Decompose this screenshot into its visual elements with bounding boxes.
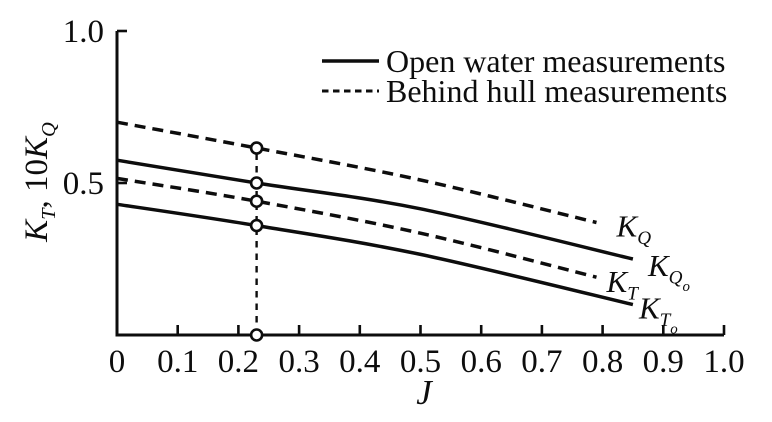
x-tick-label: 0.4 [339,344,380,380]
curve-KT-behind-hull [116,176,597,279]
marker-circle [249,194,264,209]
legend-label-solid: Open water measurements [386,43,725,79]
curve-KQ-open-water [116,158,634,261]
x-tick-label: 0.2 [218,344,259,380]
x-tick-label: 0.9 [643,344,684,380]
x-tick-label: 0.3 [278,344,319,380]
x-tick-label: 0.5 [400,344,441,380]
curve-label-KT-open-water: KTo [638,291,678,338]
marker-circle [249,328,264,342]
curve-label-KT-behind-hull: KT [606,264,640,304]
x-axis-label: J [416,373,433,412]
x-tick-label: 0.6 [461,344,502,380]
curve-KQ-behind-hull [116,120,597,225]
y-tick-label: 0.5 [63,166,104,202]
y-axis-label: KT, 10KQ [19,122,60,243]
x-tick-label: 0 [109,344,126,380]
marker-circle [249,141,264,155]
x-tick-label: 1.0 [703,344,744,380]
curve-label-KQ-open-water: KQo [647,248,690,295]
y-tick-label: 1.0 [63,14,104,50]
marker-circle [249,176,264,190]
marker-circle [249,218,264,233]
x-tick-label: 0.8 [582,344,623,380]
x-tick-label: 0.1 [157,344,198,380]
axes [115,31,724,337]
legend-label-dashed: Behind hull measurements [386,73,727,109]
curve-label-KQ-behind-hull: KQ [616,209,652,249]
x-tick-label: 0.7 [521,344,562,380]
curve-KT-open-water [116,202,634,307]
